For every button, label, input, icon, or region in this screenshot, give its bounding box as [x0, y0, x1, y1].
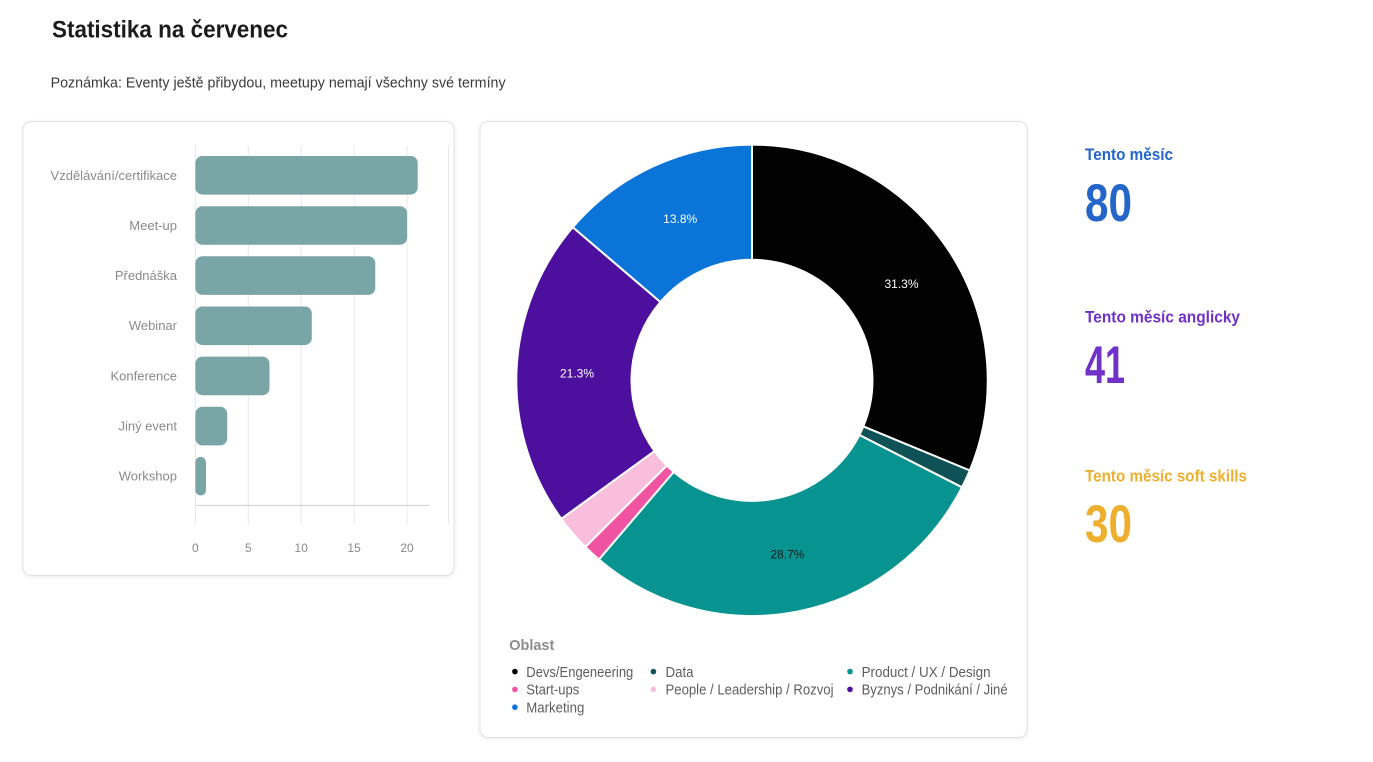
svg-text:Marketing: Marketing	[526, 700, 584, 717]
svg-text:Vzdělávání/certifikace: Vzdělávání/certifikace	[51, 168, 177, 183]
svg-text:Webinar: Webinar	[129, 318, 178, 333]
svg-text:Konference: Konference	[111, 368, 178, 383]
svg-text:80: 80	[1085, 174, 1132, 233]
svg-text:Devs/Engeneering: Devs/Engeneering	[526, 664, 633, 681]
svg-text:Tento měsíc: Tento měsíc	[1085, 145, 1173, 164]
svg-text:People / Leadership / Rozvoj: People / Leadership / Rozvoj	[666, 682, 834, 699]
svg-text:28.7%: 28.7%	[770, 548, 804, 562]
svg-text:Poznámka: Eventy ještě přibydo: Poznámka: Eventy ještě přibydou, meetupy…	[51, 75, 506, 92]
svg-text:Statistika na červenec: Statistika na červenec	[52, 17, 288, 44]
svg-text:15: 15	[347, 541, 361, 555]
svg-text:Product / UX / Design: Product / UX / Design	[862, 664, 991, 681]
svg-text:Oblast: Oblast	[509, 637, 554, 654]
svg-text:31.3%: 31.3%	[884, 277, 918, 291]
svg-text:13.8%: 13.8%	[663, 212, 697, 226]
svg-text:Tento měsíc soft skills: Tento měsíc soft skills	[1085, 467, 1247, 486]
svg-text:Přednáška: Přednáška	[115, 268, 178, 283]
svg-text:10: 10	[295, 541, 309, 555]
svg-text:Data: Data	[666, 664, 695, 681]
svg-text:41: 41	[1085, 336, 1125, 395]
svg-text:Workshop: Workshop	[119, 469, 177, 484]
svg-text:Byznys / Podnikání / Jiné: Byznys / Podnikání / Jiné	[862, 682, 1008, 699]
svg-text:Jiný event: Jiný event	[118, 419, 177, 434]
svg-text:Start-ups: Start-ups	[526, 682, 579, 699]
svg-text:21.3%: 21.3%	[560, 367, 594, 381]
svg-text:30: 30	[1085, 495, 1132, 554]
svg-text:5: 5	[245, 541, 252, 555]
svg-text:Tento měsíc anglicky: Tento měsíc anglicky	[1085, 307, 1240, 326]
svg-text:20: 20	[400, 541, 414, 555]
svg-text:Meet-up: Meet-up	[129, 218, 177, 233]
svg-text:0: 0	[192, 541, 199, 555]
